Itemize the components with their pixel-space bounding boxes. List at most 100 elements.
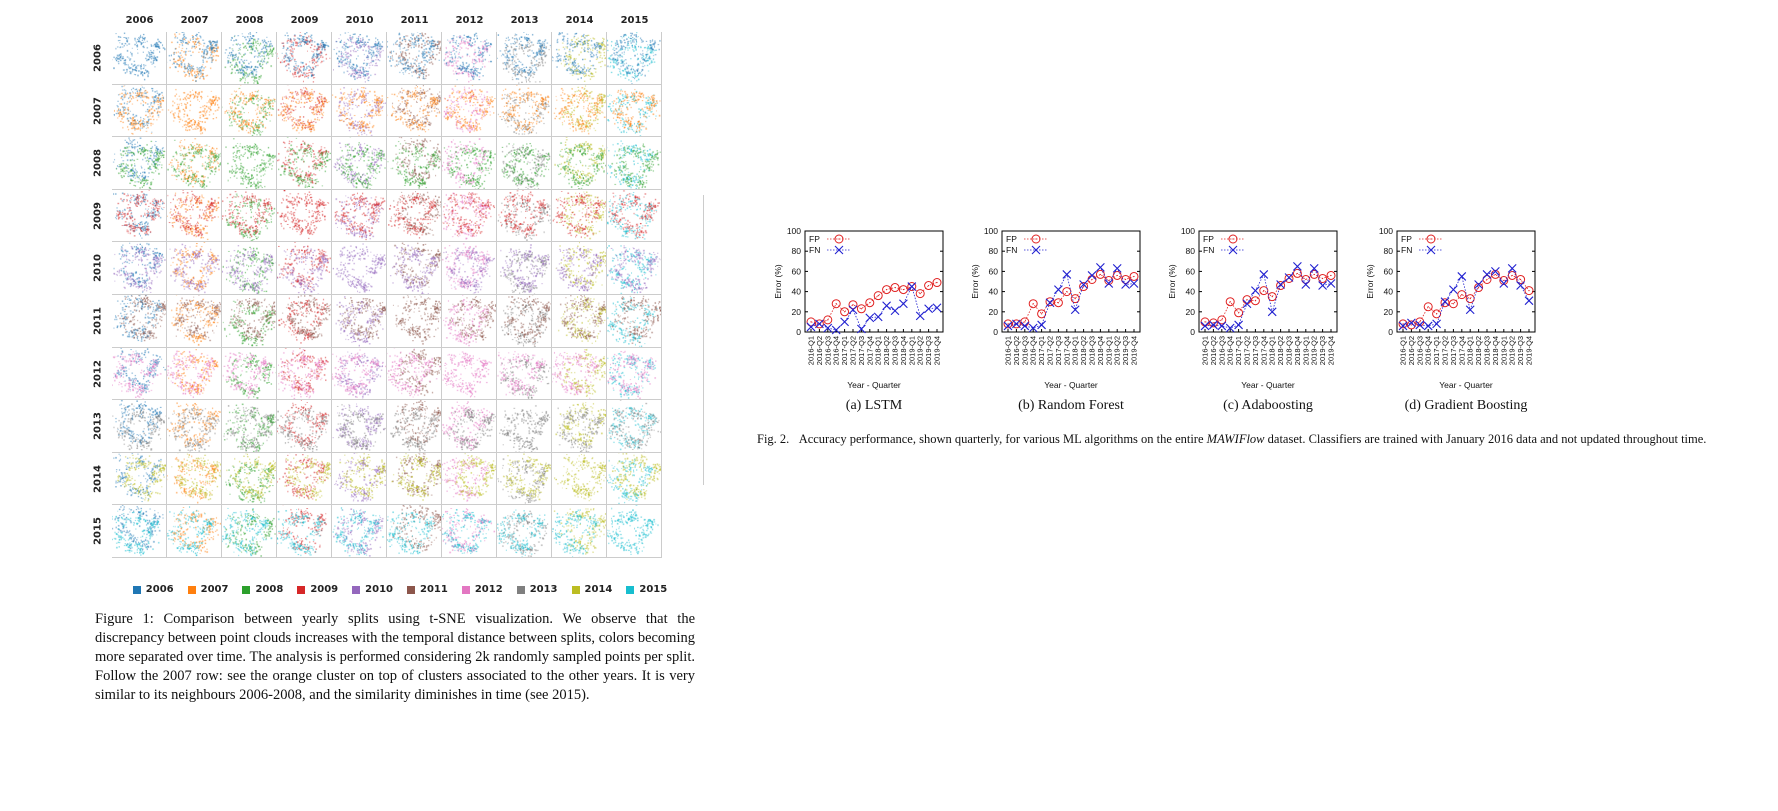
x-tick-label: 2018-Q2 (1474, 336, 1483, 365)
data-point-FN (1309, 263, 1319, 273)
data-point-FP-center (1074, 298, 1076, 300)
y-tick-label: 40 (1384, 287, 1394, 297)
tsne-cell-2006-2013 (497, 32, 552, 85)
legend-marker-FP (1426, 234, 1436, 244)
data-point-FP-center (1229, 301, 1231, 303)
x-tick-label: 2019-Q4 (1327, 336, 1336, 365)
x-tick-label: 2018-Q1 (874, 336, 883, 365)
data-point-FP (1465, 294, 1475, 304)
tsne-cell-2013-2014 (552, 400, 607, 453)
data-point-FP-center (1461, 294, 1463, 296)
data-point-FN (1507, 263, 1517, 273)
tsne-cell-2014-2009 (277, 452, 332, 506)
tsne-scatter (332, 400, 386, 452)
data-point-FP-center (877, 295, 879, 297)
tsne-cell-2015-2008 (222, 505, 277, 558)
tsne-scatter (552, 84, 606, 137)
x-tick-label: 2016-Q4 (1226, 336, 1235, 365)
tsne-scatter (387, 242, 441, 294)
tsne-cell-2007-2009 (277, 84, 332, 138)
y-axis-label: Error (%) (1167, 264, 1177, 299)
x-tick-label: 2018-Q1 (1071, 336, 1080, 365)
figure2-caption-pre: Accuracy performance, shown quarterly, f… (798, 432, 1207, 446)
data-point-FP-center (860, 308, 862, 310)
legend-marker-FN (1031, 245, 1041, 255)
data-point-FN (1003, 321, 1013, 331)
x-tick-label: 2016-Q2 (815, 336, 824, 365)
data-point-FP-center (810, 321, 812, 323)
tsne-scatter (552, 137, 606, 189)
data-point-FP (1448, 299, 1458, 309)
y-tick-label: 0 (993, 327, 998, 337)
x-tick-label: 2017-Q3 (857, 336, 866, 365)
tsne-scatter (387, 505, 441, 557)
tsne-scatter (277, 242, 331, 294)
data-point-FN (1465, 305, 1475, 315)
x-tick-label: 2018-Q4 (1096, 336, 1105, 365)
tsne-scatter (222, 84, 276, 137)
data-point-FN (1079, 280, 1088, 289)
tsne-cell-2015-2007 (167, 505, 222, 558)
series-line-FN (810, 285, 938, 331)
x-tick-label: 2018-Q2 (882, 336, 891, 365)
data-point-FN (857, 324, 866, 334)
x-stroke (1465, 305, 1475, 315)
data-point-FP-center (1212, 322, 1214, 324)
plot-frame (1396, 230, 1536, 333)
data-point-FP-center (1511, 274, 1513, 277)
tsne-cell-2007-2012 (442, 84, 497, 138)
tsne-cell-2012-2007 (167, 347, 222, 401)
tsne-cell-2014-2008 (222, 452, 277, 506)
tsne-cell-2012-2015 (607, 347, 662, 401)
data-point-FP (806, 317, 816, 327)
tsne-scatter (167, 505, 221, 557)
column-header-2014: 2014 (565, 15, 594, 26)
legend-label: 2008 (255, 584, 284, 595)
x-stroke (1449, 285, 1458, 294)
data-point-FP (865, 298, 875, 308)
series-line-FP (1204, 272, 1332, 324)
tsne-scatter (552, 295, 606, 347)
row-header-2010: 2010 (92, 254, 104, 283)
x-stroke (1228, 245, 1238, 255)
tsne-cell-2013-2008 (222, 400, 277, 453)
data-point-FP-center (1057, 302, 1059, 304)
tsne-cell-2012-2011 (387, 347, 442, 401)
legend-swatch (132, 585, 141, 594)
x-stroke (1225, 323, 1235, 333)
x-stroke (1407, 318, 1416, 328)
x-tick-label: 2016-Q4 (1424, 336, 1433, 365)
legend-marker-FN (1426, 245, 1436, 255)
figure2-caption: Fig. 2. Accuracy performance, shown quar… (757, 430, 1772, 448)
tsne-cell-2010-2011 (387, 242, 442, 295)
data-point-FP (1524, 286, 1534, 296)
tsne-cell-2008-2007 (167, 137, 222, 190)
data-point-FP (932, 278, 942, 288)
x-stroke (924, 304, 933, 314)
data-point-FN (1423, 321, 1433, 331)
tsne-cell-2013-2012 (442, 400, 497, 453)
tsne-scatter (277, 452, 331, 505)
tsne-scatter (387, 189, 441, 242)
data-point-FP (1398, 319, 1408, 329)
tsne-scatter (497, 347, 551, 400)
data-point-FN (890, 306, 900, 316)
data-point-FN (1276, 280, 1285, 289)
data-point-FN (1209, 320, 1218, 330)
legend-swatch (187, 585, 196, 594)
tsne-cell-2013-2009 (277, 400, 332, 453)
x-tick-label: 2018-Q3 (1088, 336, 1097, 365)
x-tick-label: 2018-Q1 (1268, 336, 1277, 365)
x-tick-label: 2019-Q4 (1130, 336, 1139, 365)
tsne-scatter (112, 32, 166, 84)
tsne-cell-2010-2006 (112, 242, 167, 295)
column-header-2012: 2012 (455, 15, 484, 26)
tsne-scatter (277, 137, 331, 189)
subcaption-4: (d) Gradient Boosting (1404, 398, 1528, 413)
legend-label-FP: FP (1401, 234, 1412, 244)
column-header-2010: 2010 (345, 15, 374, 26)
data-point-FP-center (1296, 272, 1298, 275)
subcaption-2: (b) Random Forest (1018, 398, 1124, 413)
data-point-FP (1011, 319, 1021, 329)
